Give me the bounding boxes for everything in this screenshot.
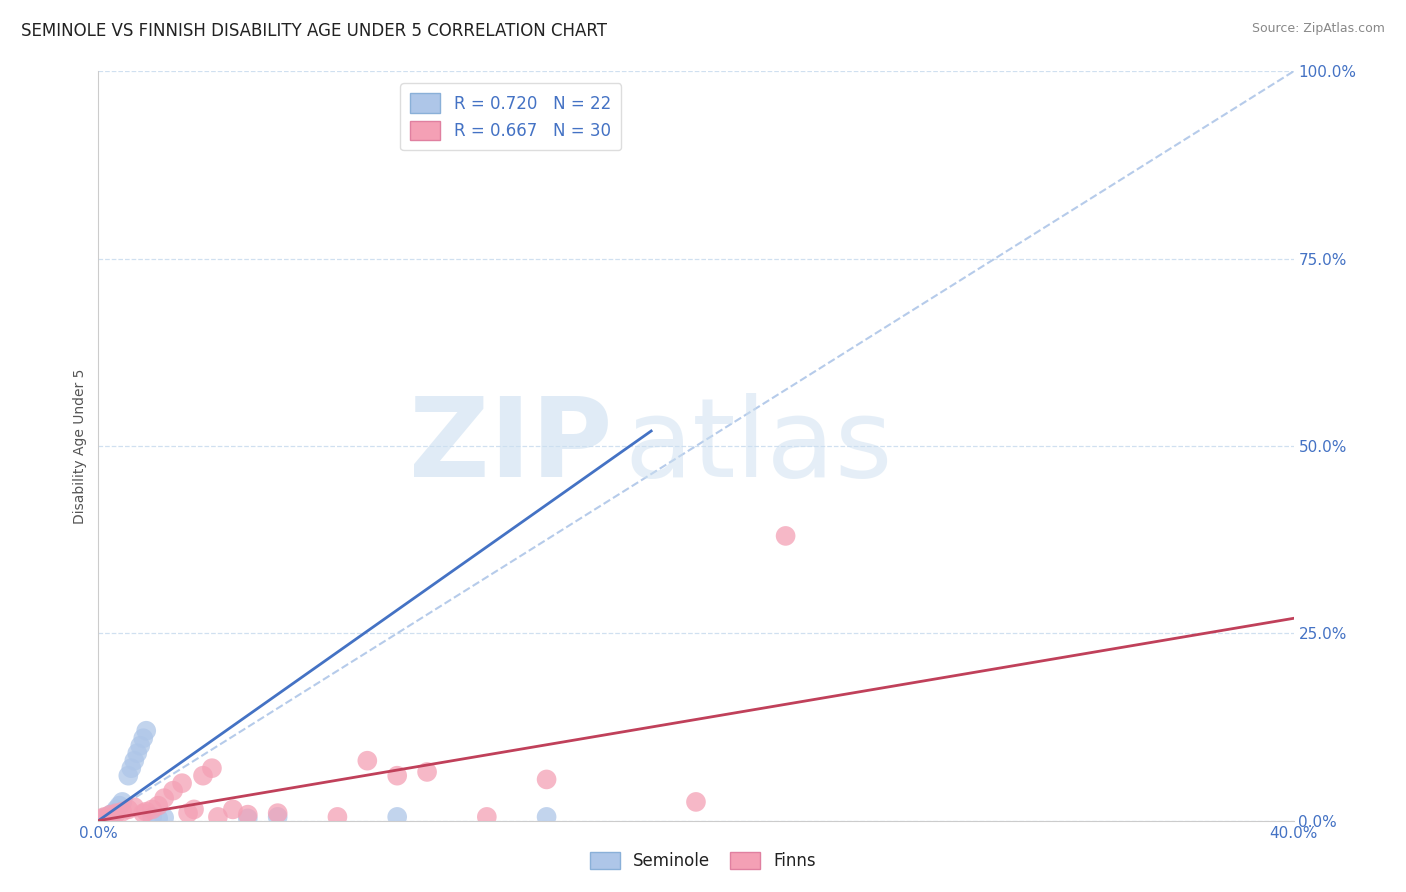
Point xyxy=(132,806,155,821)
Point xyxy=(148,811,170,825)
Point xyxy=(135,723,157,738)
Point xyxy=(105,806,128,821)
Point xyxy=(111,805,134,819)
Point xyxy=(222,802,245,816)
Point xyxy=(177,806,200,821)
Point xyxy=(416,764,439,779)
Point xyxy=(267,806,290,821)
Legend: R = 0.720   N = 22, R = 0.667   N = 30: R = 0.720 N = 22, R = 0.667 N = 30 xyxy=(401,84,621,150)
Point xyxy=(124,754,146,768)
Point xyxy=(108,798,131,813)
Point xyxy=(775,529,797,543)
Point xyxy=(201,761,224,775)
Point xyxy=(236,811,259,825)
Point xyxy=(132,731,155,746)
Point xyxy=(356,754,378,768)
Text: atlas: atlas xyxy=(624,392,893,500)
Point xyxy=(98,807,122,822)
Point xyxy=(191,769,214,783)
Point xyxy=(124,800,146,814)
Legend: Seminole, Finns: Seminole, Finns xyxy=(583,845,823,877)
Point xyxy=(117,802,139,816)
Point xyxy=(93,810,115,824)
Point xyxy=(153,791,176,805)
Point xyxy=(141,810,163,824)
Point xyxy=(129,739,152,753)
Point xyxy=(536,810,558,824)
Point xyxy=(385,810,409,824)
Point xyxy=(153,811,176,825)
Point xyxy=(183,802,205,816)
Point xyxy=(98,807,122,822)
Point xyxy=(90,811,112,825)
Text: ZIP: ZIP xyxy=(409,392,613,500)
Point xyxy=(148,798,170,813)
Y-axis label: Disability Age Under 5: Disability Age Under 5 xyxy=(73,368,87,524)
Point xyxy=(475,810,498,824)
Point xyxy=(96,810,118,824)
Point xyxy=(117,769,139,783)
Point xyxy=(326,810,349,824)
Point xyxy=(135,805,157,819)
Point xyxy=(127,746,149,760)
Point xyxy=(207,810,229,824)
Point xyxy=(90,812,112,826)
Point xyxy=(105,802,128,816)
Point xyxy=(536,772,558,787)
Text: Source: ZipAtlas.com: Source: ZipAtlas.com xyxy=(1251,22,1385,36)
Point xyxy=(111,795,134,809)
Point xyxy=(172,776,194,790)
Text: SEMINOLE VS FINNISH DISABILITY AGE UNDER 5 CORRELATION CHART: SEMINOLE VS FINNISH DISABILITY AGE UNDER… xyxy=(21,22,607,40)
Point xyxy=(267,810,290,824)
Point xyxy=(685,795,707,809)
Point xyxy=(103,806,125,821)
Point xyxy=(162,783,184,797)
Point xyxy=(93,811,115,825)
Point xyxy=(141,802,163,816)
Point xyxy=(236,807,259,822)
Point xyxy=(120,761,142,775)
Point xyxy=(385,769,409,783)
